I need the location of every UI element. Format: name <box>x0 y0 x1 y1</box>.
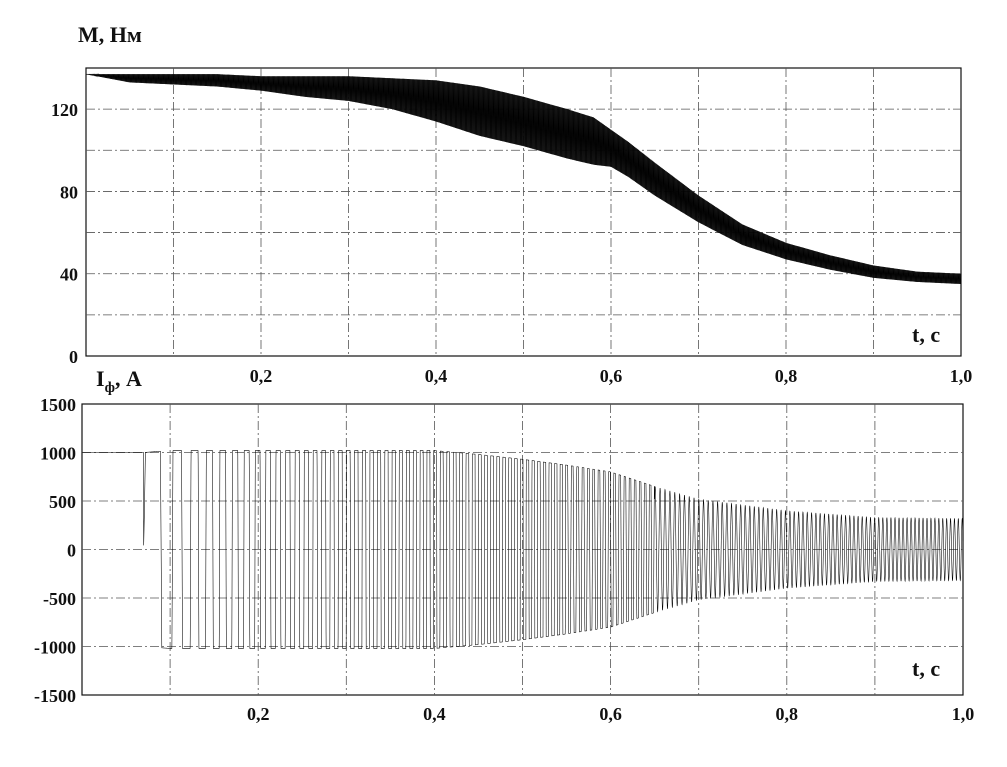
torque-x-tick-labels: 0,2 0,4 0,6 0,8 1,0 <box>250 366 973 386</box>
torque-series <box>85 73 962 285</box>
torque-line <box>85 73 962 284</box>
torque-x-tick-label: 0,2 <box>250 366 273 386</box>
torque-x-tick-label: 0,6 <box>600 366 623 386</box>
current-y-tick-label: -1000 <box>34 638 76 658</box>
torque-x-tick-label: 0,8 <box>775 366 798 386</box>
torque-y-tick-label: 0 <box>69 347 78 367</box>
torque-x-axis-label: t, с <box>912 322 940 347</box>
current-y-tick-label: 0 <box>67 541 76 561</box>
current-x-tick-label: 0,8 <box>776 704 799 724</box>
torque-y-axis-label: M, Нм <box>78 22 142 47</box>
current-panel: Iф, А t, с -1500 -1000 -500 0 500 1000 1500 <box>34 366 964 706</box>
current-y-tick-label: 500 <box>49 492 76 512</box>
current-x-tick-labels: 0,2 0,4 0,6 0,8 1,0 <box>247 704 974 724</box>
current-y-tick-labels: -1500 -1000 -500 0 500 1000 1500 <box>34 395 76 706</box>
current-series <box>82 450 964 649</box>
current-y-axis-label: Iф, А <box>96 366 142 396</box>
torque-x-tick-label: 0,4 <box>425 366 448 386</box>
torque-panel: M, Нм t, с 0 40 80 120 <box>51 22 962 367</box>
torque-x-tick-label: 1,0 <box>950 366 973 386</box>
current-y-tick-label: 1500 <box>40 395 76 415</box>
current-x-axis-label: t, с <box>912 656 940 681</box>
torque-y-tick-label: 120 <box>51 100 78 120</box>
current-line <box>82 450 964 649</box>
current-x-tick-label: 0,2 <box>247 704 270 724</box>
current-y-tick-label: 1000 <box>40 444 76 464</box>
current-y-tick-label: -1500 <box>34 686 76 706</box>
torque-y-tick-labels: 0 40 80 120 <box>51 100 78 367</box>
current-x-tick-label: 0,4 <box>423 704 446 724</box>
current-y-tick-label: -500 <box>43 589 76 609</box>
torque-y-tick-label: 40 <box>60 265 78 285</box>
current-x-tick-label: 0,6 <box>599 704 622 724</box>
torque-y-tick-label: 80 <box>60 182 78 202</box>
current-x-tick-label: 1,0 <box>952 704 975 724</box>
current-grid <box>82 404 963 695</box>
